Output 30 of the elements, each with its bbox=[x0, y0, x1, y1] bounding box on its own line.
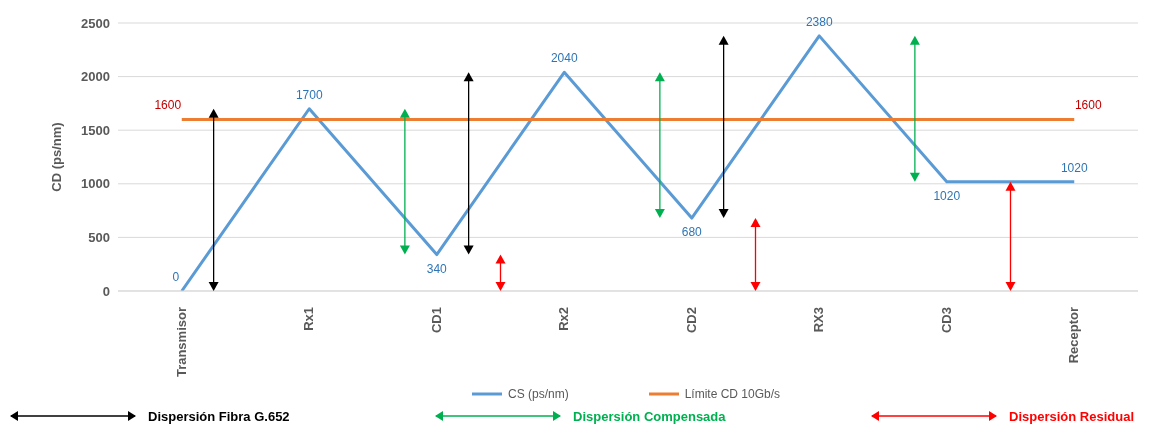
x-tick-label: RX3 bbox=[811, 307, 827, 333]
x-tick-label: Receptor bbox=[1066, 307, 1082, 364]
data-label: 1020 bbox=[933, 188, 961, 203]
y-tick-label: 0 bbox=[102, 283, 110, 299]
data-label: 340 bbox=[426, 261, 448, 276]
legend-label: CS (ps/nm) bbox=[507, 387, 569, 401]
data-label: 1600 bbox=[1074, 98, 1102, 113]
data-label: 2040 bbox=[550, 51, 578, 66]
text: Dispersión Compensada bbox=[573, 408, 726, 424]
y-tick-label: 2000 bbox=[81, 69, 110, 85]
text: Dispersión Residual bbox=[1009, 408, 1134, 424]
data-label: 2380 bbox=[805, 14, 833, 29]
x-tick-label: Transmisor bbox=[173, 307, 189, 378]
y-tick-label: 1500 bbox=[81, 122, 110, 138]
y-axis-title: CD (ps/nm) bbox=[48, 122, 64, 192]
data-label: 1020 bbox=[1060, 160, 1088, 175]
y-tick-label: 1000 bbox=[81, 176, 110, 192]
data-label: 1700 bbox=[295, 87, 323, 102]
x-tick-label: Rx2 bbox=[556, 307, 572, 331]
y-tick-label: 2500 bbox=[81, 15, 110, 31]
legend-label: Límite CD 10Gb/s bbox=[684, 387, 781, 401]
data-label: 1600 bbox=[154, 98, 182, 113]
data-label: 0 bbox=[172, 270, 180, 284]
x-tick-label: Rx1 bbox=[301, 307, 317, 331]
x-tick-label: CD1 bbox=[428, 307, 444, 334]
x-tick-label: CD3 bbox=[938, 307, 954, 334]
data-label: 680 bbox=[681, 225, 703, 240]
text: Dispersión Fibra G.652 bbox=[148, 408, 290, 424]
y-tick-label: 500 bbox=[88, 230, 110, 246]
x-tick-label: CD2 bbox=[683, 307, 699, 334]
